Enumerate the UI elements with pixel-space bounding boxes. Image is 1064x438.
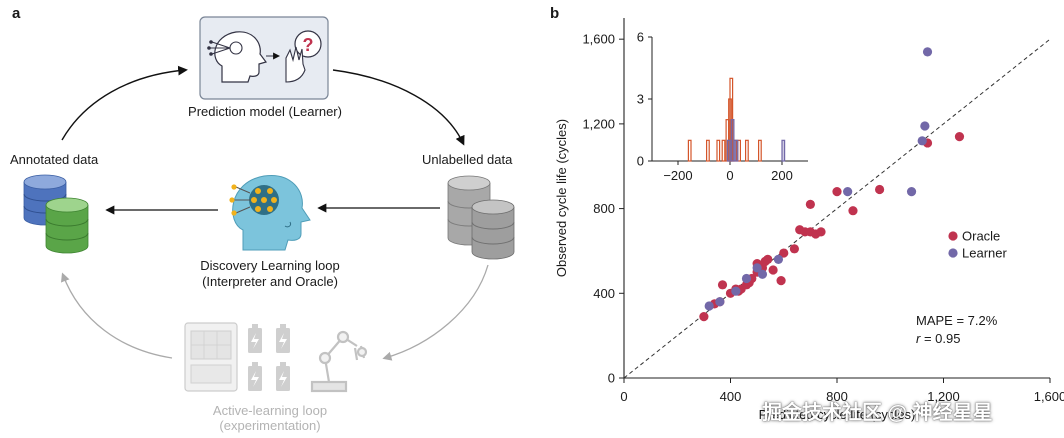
discovery-head-icon	[229, 175, 311, 251]
oracle-point	[875, 184, 885, 195]
robot-arm-icon	[310, 330, 368, 393]
y-axis-label: Observed cycle life (cycles)	[554, 119, 569, 277]
x-tick-label: 0	[620, 389, 627, 404]
prediction-model-icon	[199, 16, 329, 100]
inset-y-tick-label: 6	[637, 30, 644, 45]
x-tick-label: 1,600	[1034, 389, 1064, 404]
x-tick-label: 1,200	[927, 389, 960, 404]
prediction-model-label: Prediction model (Learner)	[188, 104, 342, 119]
arrow-model-to-unlabelled	[332, 69, 465, 146]
annotated-data-label: Annotated data	[10, 152, 99, 167]
learner-point	[731, 286, 741, 296]
oracle-point	[776, 275, 786, 286]
y-tick-label: 1,200	[582, 116, 615, 131]
watermark: 掘金技术社区 @ 神经星星	[762, 402, 993, 424]
question-mark-icon: ?	[303, 35, 314, 55]
y-tick-label: 800	[593, 201, 615, 216]
learner-point	[922, 47, 933, 57]
oracle-point	[763, 254, 773, 265]
learner-point	[757, 269, 768, 279]
unlabelled-database-icon	[447, 175, 515, 260]
learner-point	[752, 263, 762, 273]
learner-point	[920, 121, 930, 131]
inset-x-tick-label: 200	[771, 168, 793, 183]
oracle-point	[805, 199, 815, 209]
mape-annotation: MAPE = 7.2%	[916, 313, 998, 328]
histogram-bar-oracle	[716, 139, 721, 162]
histogram-bar-learner	[726, 139, 731, 162]
x-tick-label: 800	[826, 389, 848, 404]
learner-legend-label: Learner	[962, 246, 1007, 261]
inset-x-tick-label: 0	[726, 168, 733, 183]
histogram-bar-oracle	[721, 139, 726, 162]
oracle-point	[699, 311, 709, 322]
learner-point	[715, 297, 725, 307]
r-symbol: r	[916, 331, 921, 346]
battery-cells-icon	[248, 324, 290, 391]
learner-legend-marker	[948, 248, 958, 258]
oracle-point	[954, 131, 965, 142]
oracle-point	[779, 248, 789, 258]
oracle-point	[789, 244, 800, 254]
x-axis-label: Predicted cycle life (cycles)	[759, 407, 916, 422]
panel-a-letter: a	[12, 5, 21, 22]
learner-point	[906, 187, 917, 197]
discovery-loop-label-line1: Discovery Learning loop	[200, 258, 340, 273]
learner-point	[843, 187, 853, 197]
y-tick-label: 0	[608, 371, 615, 386]
r-value: = 0.95	[920, 331, 961, 346]
inset-y-tick-label: 3	[637, 92, 644, 107]
oracle-point	[848, 206, 858, 216]
y-tick-label: 400	[593, 286, 615, 301]
oracle-point	[768, 265, 778, 275]
arrow-unlabelled-to-active	[382, 264, 489, 361]
inset-y-tick-label: 0	[637, 154, 644, 169]
histogram-bar-learner	[730, 119, 735, 162]
oracle-legend-marker	[948, 231, 958, 241]
y-tick-label: 1,600	[582, 32, 615, 47]
x-tick-label: 400	[720, 389, 742, 404]
unlabelled-data-label: Unlabelled data	[422, 152, 513, 167]
arrow-active-to-annotated	[60, 272, 173, 359]
histogram-bar-oracle	[744, 139, 749, 162]
discovery-loop-label-line2: (Interpreter and Oracle)	[202, 274, 338, 289]
histogram-bar-learner	[734, 139, 739, 162]
active-loop-label-line1: Active-learning loop	[212, 403, 328, 418]
learner-point	[773, 254, 784, 265]
panel-b-letter: b	[550, 5, 560, 22]
histogram-bar-oracle	[705, 139, 710, 162]
learner-point	[917, 136, 927, 146]
oracle-point	[717, 280, 728, 290]
oracle-legend-label: Oracle	[962, 229, 1000, 244]
lab-equipment-icon	[184, 322, 238, 392]
inset-x-tick-label: −200	[663, 168, 692, 183]
oracle-point	[816, 227, 826, 237]
histogram-bar-oracle	[687, 139, 692, 162]
histogram-bar-oracle	[757, 139, 762, 162]
learner-point	[741, 273, 752, 284]
oracle-point	[832, 187, 842, 197]
arrow-annotated-to-model	[61, 65, 188, 141]
annotated-database-icon	[23, 174, 89, 254]
histogram-bar-learner	[781, 139, 786, 162]
r-annotation: r = 0.95	[916, 331, 960, 346]
active-loop-label-line2: (experimentation)	[219, 418, 321, 433]
learner-point	[704, 301, 714, 311]
